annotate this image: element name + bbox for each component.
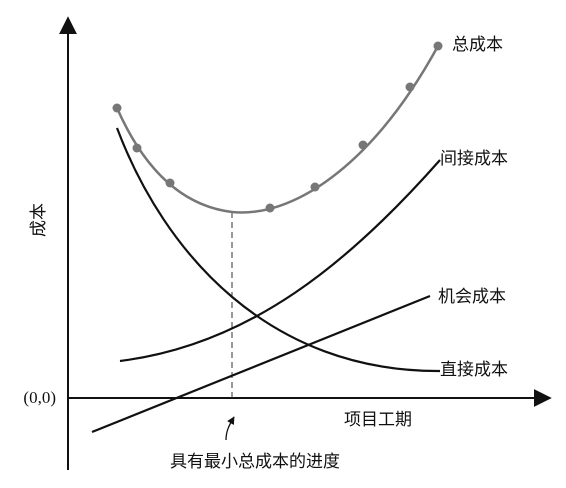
x-axis-label: 项目工期 <box>344 410 412 429</box>
total-cost-label: 总成本 <box>452 35 503 54</box>
point <box>405 82 415 92</box>
origin-label: (0,0) <box>23 388 56 407</box>
y-axis-label: 成本 <box>29 203 48 237</box>
indirect-cost-label: 间接成本 <box>440 149 508 168</box>
point <box>112 103 122 113</box>
point <box>165 178 175 188</box>
point <box>358 140 368 150</box>
opportunity-cost-line <box>91 294 431 434</box>
opportunity-cost-label: 机会成本 <box>438 287 506 306</box>
axes <box>59 16 552 470</box>
point <box>132 143 142 153</box>
point <box>310 182 320 192</box>
annotation-arrow <box>225 416 235 441</box>
indirect-cost-curve <box>119 159 441 363</box>
annotation: 具有最小总成本的进度 <box>170 452 340 471</box>
total-cost-points <box>112 41 443 213</box>
total-cost-curve <box>115 45 440 214</box>
point <box>433 41 443 51</box>
direct-cost-label: 直接成本 <box>440 360 508 379</box>
point <box>265 203 275 213</box>
direct-cost-curve <box>115 127 441 373</box>
